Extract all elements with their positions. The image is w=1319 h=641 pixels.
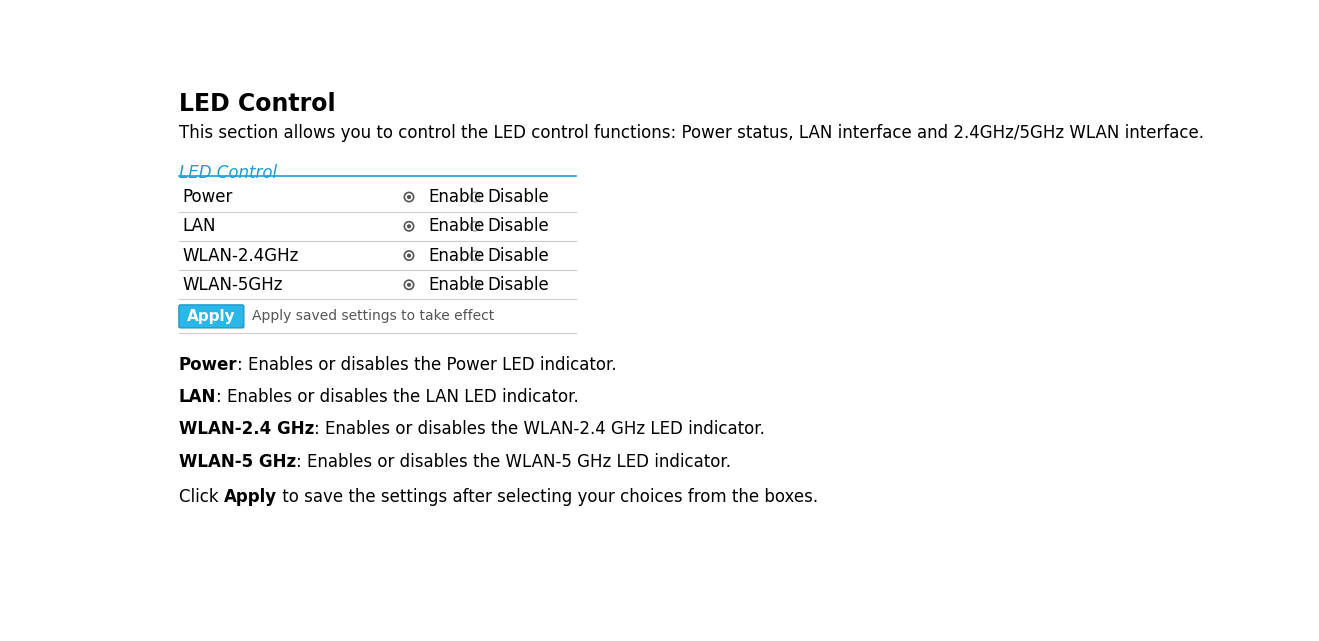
Text: Enable: Enable: [429, 247, 485, 265]
FancyBboxPatch shape: [179, 305, 244, 328]
Text: Power: Power: [183, 188, 233, 206]
Text: Disable: Disable: [487, 217, 549, 235]
Text: Apply: Apply: [187, 309, 236, 324]
Text: Disable: Disable: [487, 188, 549, 206]
Text: : Enables or disables the Power LED indicator.: : Enables or disables the Power LED indi…: [237, 356, 617, 374]
Text: WLAN-5GHz: WLAN-5GHz: [183, 276, 284, 294]
Text: Disable: Disable: [487, 247, 549, 265]
Text: Enable: Enable: [429, 276, 485, 294]
Circle shape: [406, 283, 412, 287]
Text: WLAN-5 GHz: WLAN-5 GHz: [179, 453, 295, 470]
Text: : Enables or disables the WLAN-5 GHz LED indicator.: : Enables or disables the WLAN-5 GHz LED…: [295, 453, 731, 470]
Text: : Enables or disables the LAN LED indicator.: : Enables or disables the LAN LED indica…: [216, 388, 579, 406]
Text: LAN: LAN: [179, 388, 216, 406]
Text: WLAN-2.4GHz: WLAN-2.4GHz: [183, 247, 299, 265]
Circle shape: [406, 224, 412, 228]
Text: LED Control: LED Control: [179, 92, 335, 115]
Text: Apply: Apply: [224, 488, 277, 506]
Text: Click: Click: [179, 488, 224, 506]
Text: LAN: LAN: [183, 217, 216, 235]
Text: Enable: Enable: [429, 217, 485, 235]
Text: : Enables or disables the WLAN-2.4 GHz LED indicator.: : Enables or disables the WLAN-2.4 GHz L…: [314, 420, 765, 438]
Text: This section allows you to control the LED control functions: Power status, LAN : This section allows you to control the L…: [179, 124, 1204, 142]
Circle shape: [406, 195, 412, 199]
Text: Disable: Disable: [487, 276, 549, 294]
Text: Power: Power: [179, 356, 237, 374]
Text: Apply saved settings to take effect: Apply saved settings to take effect: [252, 310, 493, 324]
Text: LED Control: LED Control: [179, 164, 277, 182]
Text: Enable: Enable: [429, 188, 485, 206]
Circle shape: [406, 253, 412, 258]
Text: to save the settings after selecting your choices from the boxes.: to save the settings after selecting you…: [277, 488, 818, 506]
Text: WLAN-2.4 GHz: WLAN-2.4 GHz: [179, 420, 314, 438]
